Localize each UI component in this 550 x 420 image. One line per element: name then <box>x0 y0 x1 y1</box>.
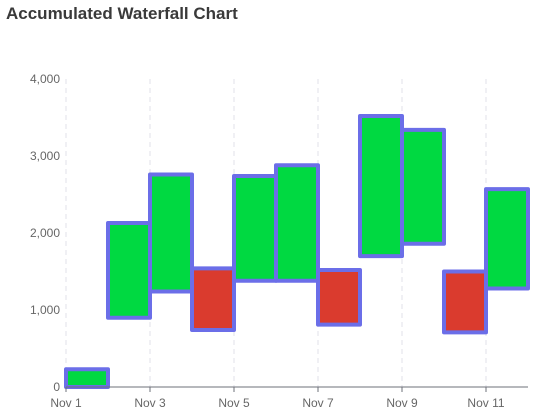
increase-bar <box>400 127 446 246</box>
y-tick-label: 4,000 <box>30 72 60 86</box>
x-tick-label: Nov 1 <box>50 396 82 410</box>
x-tick-label: Nov 5 <box>218 396 250 410</box>
increase-bar <box>148 172 194 294</box>
y-tick-label: 0 <box>53 380 60 394</box>
increase-bar <box>274 163 320 283</box>
y-tick-label: 1,000 <box>30 303 60 317</box>
y-tick-label: 2,000 <box>30 226 60 240</box>
x-tick-label: Nov 7 <box>302 396 334 410</box>
x-tick-label: Nov 11 <box>467 396 504 410</box>
y-tick-label: 3,000 <box>30 149 60 163</box>
decrease-bar <box>316 267 362 327</box>
x-tick-label: Nov 3 <box>134 396 166 410</box>
increase-bar <box>232 174 278 283</box>
increase-bar <box>64 367 110 390</box>
increase-bar <box>106 220 152 320</box>
increase-bar <box>358 113 404 259</box>
decrease-bar <box>190 266 236 333</box>
x-tick-label: Nov 9 <box>386 396 418 410</box>
decrease-bar <box>442 269 488 335</box>
chart-title: Accumulated Waterfall Chart <box>6 4 238 23</box>
increase-bar <box>484 187 530 291</box>
